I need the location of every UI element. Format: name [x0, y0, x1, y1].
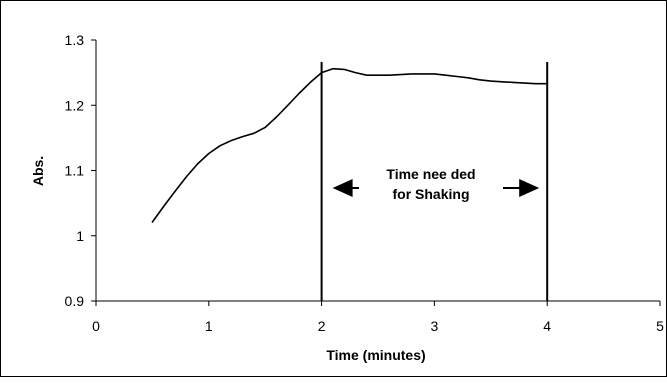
y-tick-label: 1: [76, 228, 84, 244]
x-tick-label: 5: [656, 318, 664, 334]
x-tick-label: 1: [205, 318, 213, 334]
annotation-line-1: Time nee ded: [386, 166, 475, 182]
axes: 0 1 2 3 4 5 0.9 1 1.1 1.2 1.3: [65, 32, 665, 334]
x-axis-title: Time (minutes): [326, 347, 425, 363]
y-tick-label: 1.2: [65, 97, 85, 113]
y-tick-label: 1.1: [65, 163, 85, 179]
shaking-annotation: Time nee ded for Shaking: [332, 166, 540, 202]
absorbance-line: [151, 67, 549, 223]
plot-marks: [151, 62, 549, 301]
x-tick-label: 3: [431, 318, 439, 334]
x-tick-label: 4: [543, 318, 551, 334]
arrow-left-head: [332, 179, 353, 197]
annotation-line-2: for Shaking: [392, 186, 469, 202]
arrow-right-head: [519, 179, 540, 197]
y-tick-label: 0.9: [65, 293, 85, 309]
y-tick-label: 1.3: [65, 32, 85, 48]
x-tick-label: 2: [318, 318, 326, 334]
y-axis-title: Abs.: [30, 156, 46, 186]
x-tick-label: 0: [92, 318, 100, 334]
